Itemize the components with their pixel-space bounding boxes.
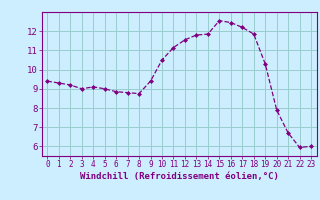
X-axis label: Windchill (Refroidissement éolien,°C): Windchill (Refroidissement éolien,°C) (80, 172, 279, 181)
